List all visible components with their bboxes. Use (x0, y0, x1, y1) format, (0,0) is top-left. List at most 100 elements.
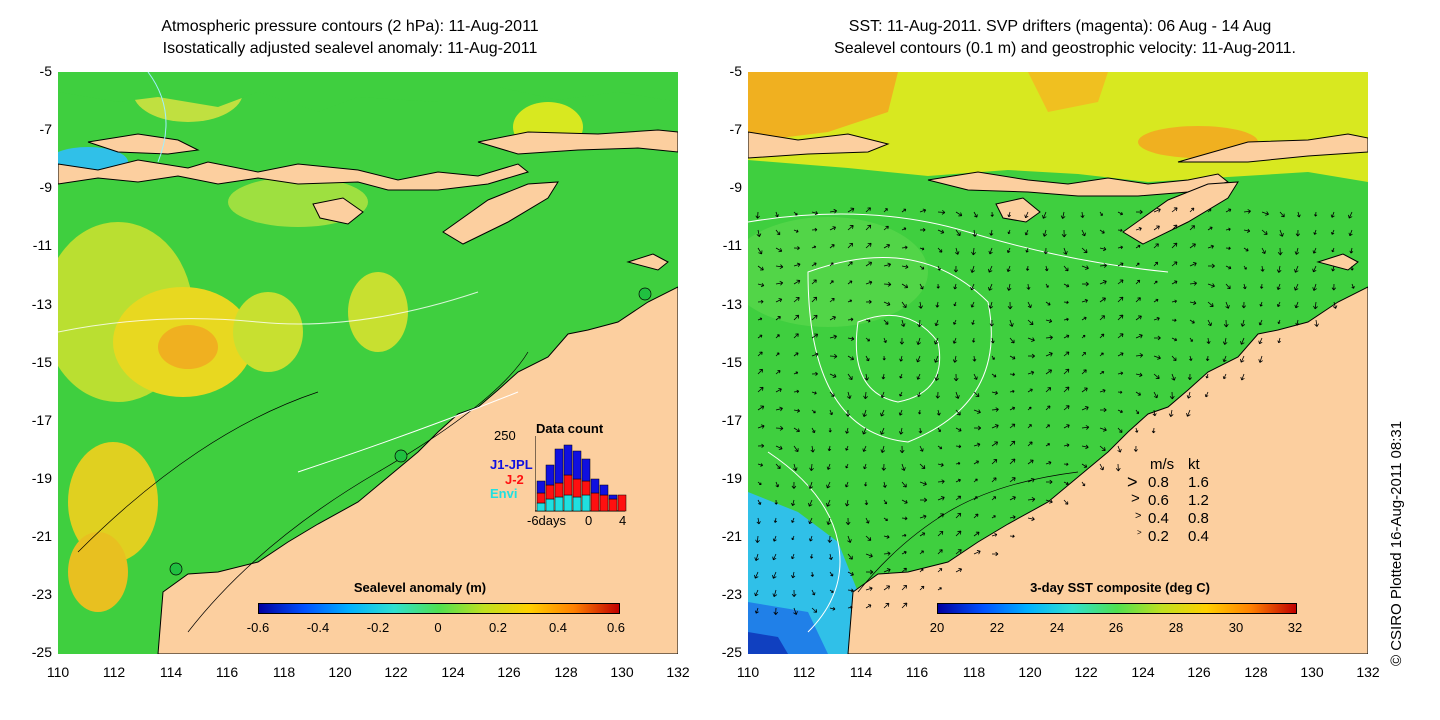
velocity-arrow (775, 247, 783, 253)
velocity-arrow (827, 445, 832, 452)
velocity-arrow (1006, 265, 1011, 272)
velocity-arrow (883, 243, 891, 249)
velocity-arrow (898, 427, 904, 435)
velocity-arrow (883, 337, 887, 343)
velocity-arrow (1243, 283, 1247, 290)
left-x-tick-label: 114 (159, 664, 183, 680)
velocity-arrow (988, 283, 993, 291)
velocity-arrow (811, 227, 818, 232)
velocity-arrow (865, 280, 873, 285)
right-y-tick-label: -5 (729, 63, 742, 79)
velocity-arrow (880, 427, 885, 435)
inset-bar (590, 492, 600, 512)
velocity-arrow (901, 208, 907, 213)
velocity-arrow (829, 334, 837, 340)
velocity-arrow (1168, 409, 1174, 418)
velocity-arrow (1081, 481, 1086, 487)
velocity-arrow (829, 606, 836, 611)
velocity-arrow (826, 499, 831, 507)
velocity-arrow (1009, 355, 1016, 360)
velocity-arrow (989, 319, 994, 327)
velocity-arrow (973, 391, 980, 398)
velocity-arrow (845, 445, 849, 451)
velocity-arrow (901, 584, 908, 591)
left-y-tick-label: -15 (31, 354, 52, 370)
velocity-arrow (811, 371, 818, 376)
velocity-arrow (955, 444, 962, 449)
right-colorbar-label: 30 (1228, 620, 1244, 635)
velocity-arrow (865, 224, 872, 231)
velocity-arrow (937, 462, 944, 467)
velocity-arrow (937, 427, 941, 433)
velocity-arrow (865, 604, 872, 609)
inset-bar (572, 478, 582, 498)
left-y-tick-label: -11 (32, 237, 52, 253)
velocity-arrow (775, 211, 779, 218)
velocity-arrow (1207, 283, 1215, 288)
velocity-arrow (864, 499, 869, 506)
velocity-arrow (755, 535, 760, 543)
velocity-arrow (793, 427, 800, 433)
velocity-arrow (772, 571, 777, 579)
velocity-arrow (937, 247, 943, 253)
velocity-arrow (865, 299, 872, 304)
velocity-arrow (829, 391, 835, 397)
left-x-tick-label: 124 (441, 664, 465, 680)
velocity-arrow (883, 551, 891, 556)
velocity-arrow (1099, 229, 1105, 234)
velocity-arrow (917, 391, 921, 398)
velocity-arrow (919, 514, 927, 519)
velocity-arrow (1331, 265, 1335, 272)
velocity-arrow (865, 569, 874, 575)
velocity-arrow (991, 424, 999, 429)
velocity-arrow (847, 336, 855, 341)
velocity-arrow (829, 208, 838, 214)
velocity-arrow (829, 571, 834, 577)
velocity-arrow (937, 513, 945, 519)
velocity-arrow (901, 283, 909, 289)
velocity-arrow (847, 588, 854, 593)
left-x-tick-label: 132 (666, 664, 690, 680)
velocity-arrow (754, 589, 759, 597)
velocity-arrow (1117, 427, 1123, 433)
velocity-arrow (937, 530, 944, 537)
left-colorbar-title: Sealevel anomaly (m) (353, 580, 487, 595)
velocity-arrow (865, 242, 872, 249)
velocity-arrow (1099, 427, 1107, 432)
right-title-line1: SST: 11-Aug-2011. SVP drifters (magenta)… (848, 18, 1272, 35)
velocity-arrow (865, 586, 873, 591)
velocity-arrow (1314, 211, 1318, 217)
velocity-arrow (1009, 477, 1016, 483)
left-y-tick-label: -17 (31, 412, 52, 428)
velocity-arrow (1061, 229, 1067, 238)
velocity-arrow (1063, 443, 1070, 448)
velocity-arrow (847, 242, 854, 249)
velocity-arrow (1189, 261, 1197, 267)
inset-bar (599, 494, 609, 512)
velocity-arrow (1171, 261, 1178, 267)
velocity-arrow (826, 517, 832, 526)
velocity-arrow (1009, 337, 1015, 344)
velocity-arrow (845, 517, 851, 526)
velocity-arrow (1261, 211, 1269, 216)
velocity-arrow (1259, 301, 1263, 307)
velocity-arrow (1099, 352, 1104, 357)
velocity-arrow (972, 355, 977, 362)
velocity-arrow (1027, 497, 1036, 502)
velocity-arrow (919, 445, 924, 452)
velocity-arrow (1135, 262, 1140, 267)
velocity-arrow (1063, 499, 1069, 505)
inset-xlabel: -6days (527, 513, 567, 528)
velocity-arrow (1006, 283, 1012, 291)
velocity-arrow (1045, 499, 1053, 504)
left-map[interactable] (58, 72, 678, 654)
velocity-arrow (1081, 316, 1087, 321)
velocity-arrow (1312, 247, 1317, 254)
velocity-arrow (883, 499, 888, 505)
right-colorbar-label: 32 (1287, 620, 1303, 635)
right-map[interactable] (748, 72, 1368, 654)
velocity-arrow (953, 373, 959, 382)
velocity-arrow (1135, 297, 1141, 303)
velocity-arrow (844, 481, 849, 488)
velocity-arrow (756, 229, 762, 238)
